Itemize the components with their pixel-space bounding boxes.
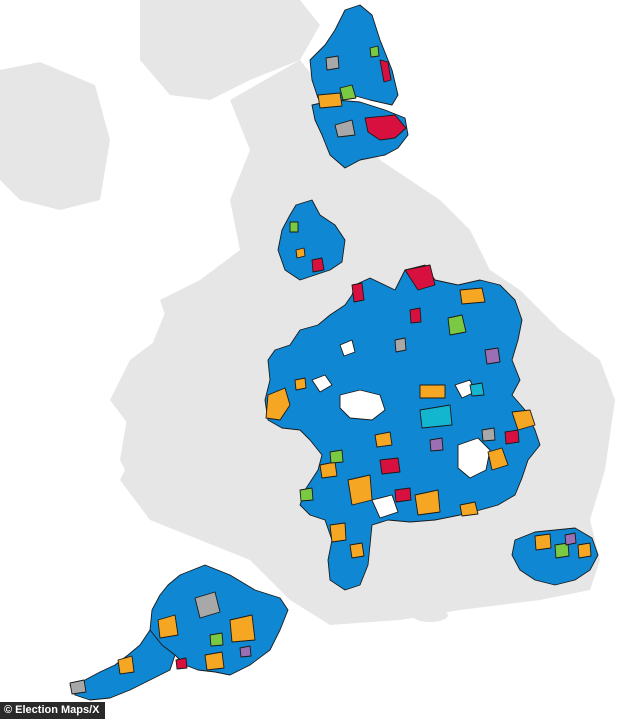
area-sw-ind-2 xyxy=(69,679,87,695)
area-central-ind-1 xyxy=(481,427,496,442)
isle-of-wight xyxy=(412,608,448,622)
area-central-green-1 xyxy=(447,314,467,336)
area-kent-green xyxy=(554,542,570,559)
area-lancashire xyxy=(277,199,346,281)
region-lancashire-west xyxy=(277,199,346,281)
area-lancs-labour xyxy=(311,257,325,273)
area-north-labour-2 xyxy=(364,114,407,141)
area-central-labour-5 xyxy=(504,429,520,445)
area-north-ind-2 xyxy=(334,119,356,138)
area-north-green-2 xyxy=(369,45,380,58)
area-hole-2 xyxy=(457,437,491,479)
area-central-libdem-1 xyxy=(265,387,291,421)
region-kent xyxy=(511,527,599,586)
results-regions xyxy=(69,4,599,701)
area-sw-libdem-1 xyxy=(157,614,179,639)
area-central-labour-1 xyxy=(404,264,436,291)
area-central-libdem-9 xyxy=(329,522,347,543)
area-central-res-2 xyxy=(429,437,444,452)
area-central-green-2 xyxy=(329,449,344,464)
area-central-libdem-7 xyxy=(414,489,441,516)
area-northumberland xyxy=(309,4,399,106)
area-sw-labour xyxy=(175,657,188,670)
region-northumberland-durham xyxy=(309,4,409,169)
area-central-libdem-10 xyxy=(349,542,365,559)
area-lancs-green xyxy=(289,221,299,233)
area-sw-ind-1 xyxy=(194,591,221,619)
area-central-green-3 xyxy=(299,487,314,502)
area-north-libdem xyxy=(317,92,343,109)
area-kent-libdem-1 xyxy=(534,533,552,551)
area-central-reform-1 xyxy=(419,404,453,429)
ireland-landmass xyxy=(0,62,110,210)
area-sw-res xyxy=(239,645,252,658)
map-credit-label: © Election Maps/X xyxy=(0,702,105,719)
area-hole-6 xyxy=(371,494,399,519)
area-north-labour-1 xyxy=(379,59,392,83)
context-land xyxy=(0,0,615,625)
area-central-labour-4 xyxy=(394,487,412,503)
area-hole-3 xyxy=(311,374,333,393)
area-central-libdem-8 xyxy=(319,461,338,479)
area-kent-libdem-2 xyxy=(577,542,592,559)
area-central-libdem-6 xyxy=(347,474,373,506)
area-central-labour-3 xyxy=(379,457,401,475)
scotland-landmass xyxy=(140,0,320,100)
area-central-libdem-2 xyxy=(419,384,446,399)
area-north-green xyxy=(339,84,357,101)
area-sw-libdem-3 xyxy=(204,651,225,671)
area-devon xyxy=(149,564,289,676)
area-kent-res xyxy=(564,532,577,546)
area-sw-libdem-4 xyxy=(117,655,135,675)
area-north-ind-1 xyxy=(325,55,340,71)
region-midlands-east xyxy=(264,264,541,591)
area-central-libdem-4 xyxy=(511,409,536,431)
area-central-labour-6 xyxy=(409,307,422,324)
area-hole-5 xyxy=(339,339,356,357)
area-kent xyxy=(511,527,599,586)
area-central-reform-2 xyxy=(469,382,485,397)
area-central-libdem-11 xyxy=(294,377,307,391)
area-hole-1 xyxy=(339,389,386,421)
area-sw-green xyxy=(209,632,224,647)
region-devon-cornwall xyxy=(69,564,289,701)
area-central-libdem-5 xyxy=(487,447,509,471)
wales-landmass xyxy=(120,300,290,500)
area-central-res-1 xyxy=(484,347,501,365)
area-central-libdem-12 xyxy=(459,501,479,517)
area-central-libdem-13 xyxy=(374,431,393,448)
area-central-libdem-3 xyxy=(459,287,486,305)
area-sw-libdem-2 xyxy=(229,614,256,643)
area-central-ind-2 xyxy=(394,337,407,353)
area-lancs-libdem xyxy=(295,247,306,259)
area-central-labour-2 xyxy=(351,282,365,303)
